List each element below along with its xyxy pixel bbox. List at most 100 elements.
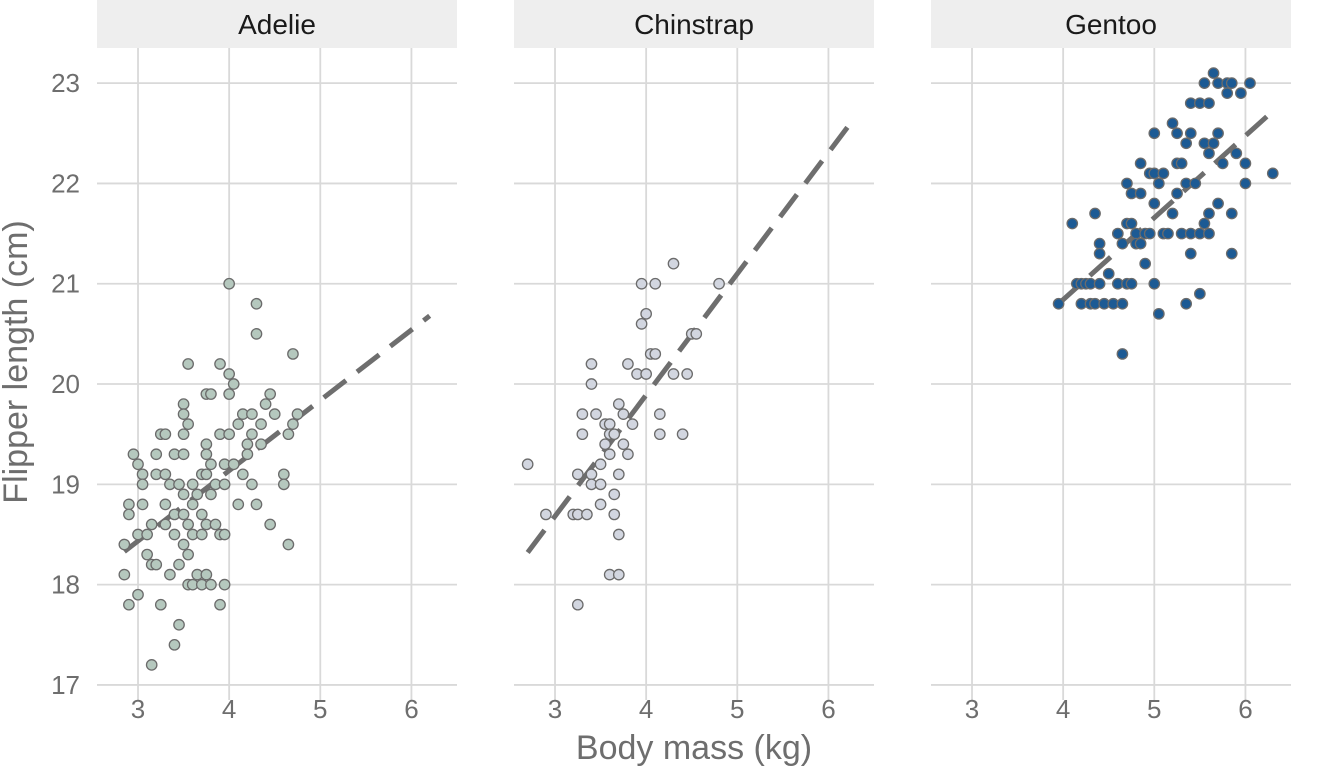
data-point: [195, 528, 208, 541]
data-point: [1171, 187, 1183, 200]
data-point: [159, 428, 172, 441]
data-point: [246, 408, 258, 420]
data-point: [141, 548, 153, 561]
data-point: [218, 528, 231, 541]
data-point: [287, 418, 299, 431]
data-point: [617, 408, 630, 420]
data-point: [594, 478, 607, 491]
data-point: [182, 418, 194, 431]
data-point: [282, 428, 295, 441]
y-tick-label: 22: [51, 168, 80, 198]
data-point: [173, 618, 185, 631]
data-point: [1093, 277, 1106, 290]
data-point: [681, 368, 694, 380]
data-point: [186, 498, 199, 511]
data-point: [1152, 177, 1165, 190]
data-point: [640, 307, 653, 320]
data-point: [236, 468, 249, 481]
data-point: [250, 498, 263, 511]
data-point: [1116, 297, 1129, 310]
data-point: [264, 518, 277, 531]
data-point: [1066, 217, 1079, 230]
data-point: [123, 598, 135, 611]
data-point: [521, 458, 534, 471]
data-point: [1175, 157, 1188, 170]
x-tick-label: 3: [965, 694, 979, 724]
data-point: [1148, 127, 1161, 140]
data-point: [585, 358, 598, 370]
data-point: [1116, 237, 1129, 250]
data-point: [145, 518, 158, 531]
data-point: [246, 478, 258, 491]
data-point: [1225, 77, 1238, 89]
data-point: [214, 358, 226, 370]
data-point: [1143, 227, 1156, 240]
data-point: [1180, 137, 1193, 150]
data-point: [250, 328, 263, 340]
x-axis-title: Body mass (kg): [576, 729, 812, 767]
data-point: [277, 478, 290, 491]
x-tick-label: 6: [404, 694, 418, 724]
data-point: [1203, 147, 1215, 160]
data-point: [223, 388, 236, 400]
data-point: [640, 368, 653, 380]
data-point: [232, 498, 245, 511]
data-point: [177, 408, 190, 420]
data-point: [612, 468, 625, 481]
data-point: [132, 588, 144, 601]
data-point: [612, 398, 625, 410]
data-point: [145, 659, 158, 671]
data-point: [232, 418, 245, 431]
x-tick-label: 6: [821, 694, 835, 724]
data-point: [182, 358, 194, 370]
data-point: [186, 478, 199, 491]
data-point: [1198, 77, 1211, 89]
data-point: [635, 277, 648, 290]
x-tick-label: 6: [1238, 694, 1252, 724]
data-point: [1212, 127, 1224, 140]
data-point: [1189, 177, 1202, 190]
data-point: [1148, 277, 1161, 290]
data-point: [1166, 117, 1179, 130]
data-point: [576, 408, 589, 420]
data-point: [667, 257, 680, 270]
data-point: [1125, 217, 1138, 230]
data-point: [667, 368, 680, 380]
data-point: [1239, 177, 1252, 190]
facet-label: Adelie: [238, 9, 316, 40]
data-point: [1212, 197, 1224, 210]
data-point: [1203, 227, 1215, 240]
data-point: [1111, 227, 1124, 240]
data-point: [603, 418, 616, 431]
data-point: [713, 277, 725, 290]
data-point: [255, 418, 267, 431]
data-point: [1203, 97, 1215, 110]
data-point: [1266, 167, 1279, 180]
data-point: [141, 528, 153, 541]
data-point: [173, 558, 185, 571]
data-point: [259, 398, 272, 410]
data-point: [1134, 187, 1147, 200]
data-point: [277, 468, 290, 481]
data-point: [581, 508, 593, 521]
data-point: [164, 568, 176, 581]
data-point: [200, 468, 213, 481]
data-point: [590, 408, 602, 420]
data-point: [1152, 307, 1165, 320]
data-point: [1216, 157, 1229, 170]
data-point: [241, 448, 254, 461]
data-point: [214, 598, 226, 611]
x-tick-label: 5: [1147, 694, 1161, 724]
data-point: [617, 438, 630, 451]
data-point: [195, 508, 208, 521]
data-point: [177, 488, 190, 501]
facet-strip: [514, 0, 874, 48]
facet-label: Gentoo: [1065, 9, 1157, 40]
data-point: [608, 488, 621, 501]
data-point: [1225, 247, 1238, 260]
data-point: [177, 508, 190, 521]
data-point: [649, 348, 662, 360]
data-point: [599, 438, 611, 451]
data-point: [287, 348, 299, 360]
